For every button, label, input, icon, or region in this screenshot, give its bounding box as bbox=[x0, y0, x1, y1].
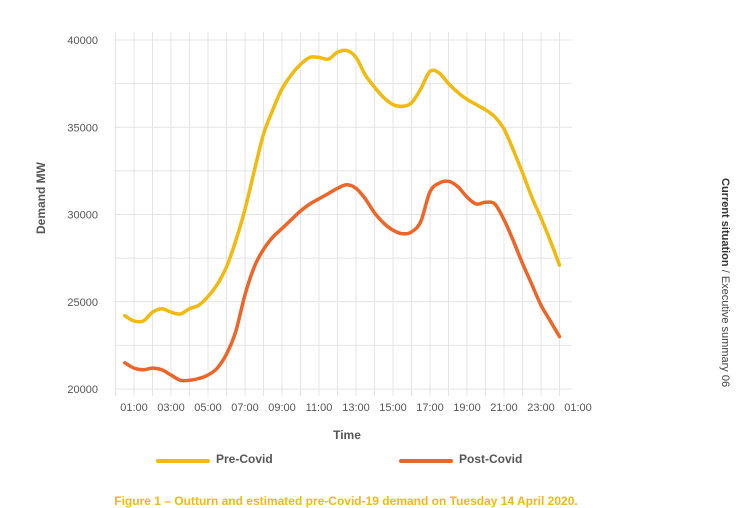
series-lines bbox=[123, 48, 562, 383]
chart-grid bbox=[114, 32, 572, 396]
y-axis-title: Demand MW bbox=[34, 161, 48, 234]
x-tick-label: 07:00 bbox=[231, 402, 259, 414]
y-axis-ticks: 20000 25000 30000 35000 40000 bbox=[67, 35, 98, 396]
y-tick-label: 30000 bbox=[67, 210, 98, 222]
x-tick-label: 09:00 bbox=[268, 402, 296, 414]
separator: / bbox=[719, 269, 731, 273]
y-tick-label: 40000 bbox=[67, 35, 98, 47]
page-number: 06 bbox=[719, 374, 731, 388]
x-tick-label: 05:00 bbox=[194, 402, 222, 414]
legend-label-post-covid: Post-Covid bbox=[459, 452, 522, 466]
figure-caption: Figure 1 – Outturn and estimated pre-Cov… bbox=[114, 494, 578, 508]
series-line-pre-covid bbox=[123, 48, 562, 324]
legend: Pre-Covid Post-Covid bbox=[156, 452, 522, 466]
series-line-post-covid bbox=[123, 179, 562, 383]
y-tick-label: 35000 bbox=[67, 122, 98, 134]
legend-label-pre-covid: Pre-Covid bbox=[216, 452, 273, 466]
y-tick-label: 25000 bbox=[67, 297, 98, 309]
x-tick-label: 01:00 bbox=[564, 402, 592, 414]
x-tick-label: 13:00 bbox=[342, 402, 370, 414]
x-tick-label: 15:00 bbox=[379, 402, 407, 414]
x-tick-label: 17:00 bbox=[416, 402, 444, 414]
x-axis-title: Time bbox=[333, 428, 361, 442]
y-tick-label: 20000 bbox=[67, 384, 98, 396]
x-tick-label: 21:00 bbox=[490, 402, 518, 414]
x-tick-label: 03:00 bbox=[157, 402, 185, 414]
section-title: Current situation bbox=[719, 178, 731, 267]
x-tick-label: 11:00 bbox=[306, 402, 333, 414]
page-side-header: Current situation / Executive summary 06 bbox=[719, 178, 731, 387]
x-tick-label: 19:00 bbox=[453, 402, 481, 414]
subsection-title: Executive summary bbox=[719, 275, 731, 372]
x-tick-label: 23:00 bbox=[527, 402, 555, 414]
x-axis-ticks: 01:00 03:00 05:00 07:00 09:00 11:00 13:00 15:00… bbox=[120, 402, 592, 414]
x-tick-label: 01:00 bbox=[120, 402, 148, 414]
